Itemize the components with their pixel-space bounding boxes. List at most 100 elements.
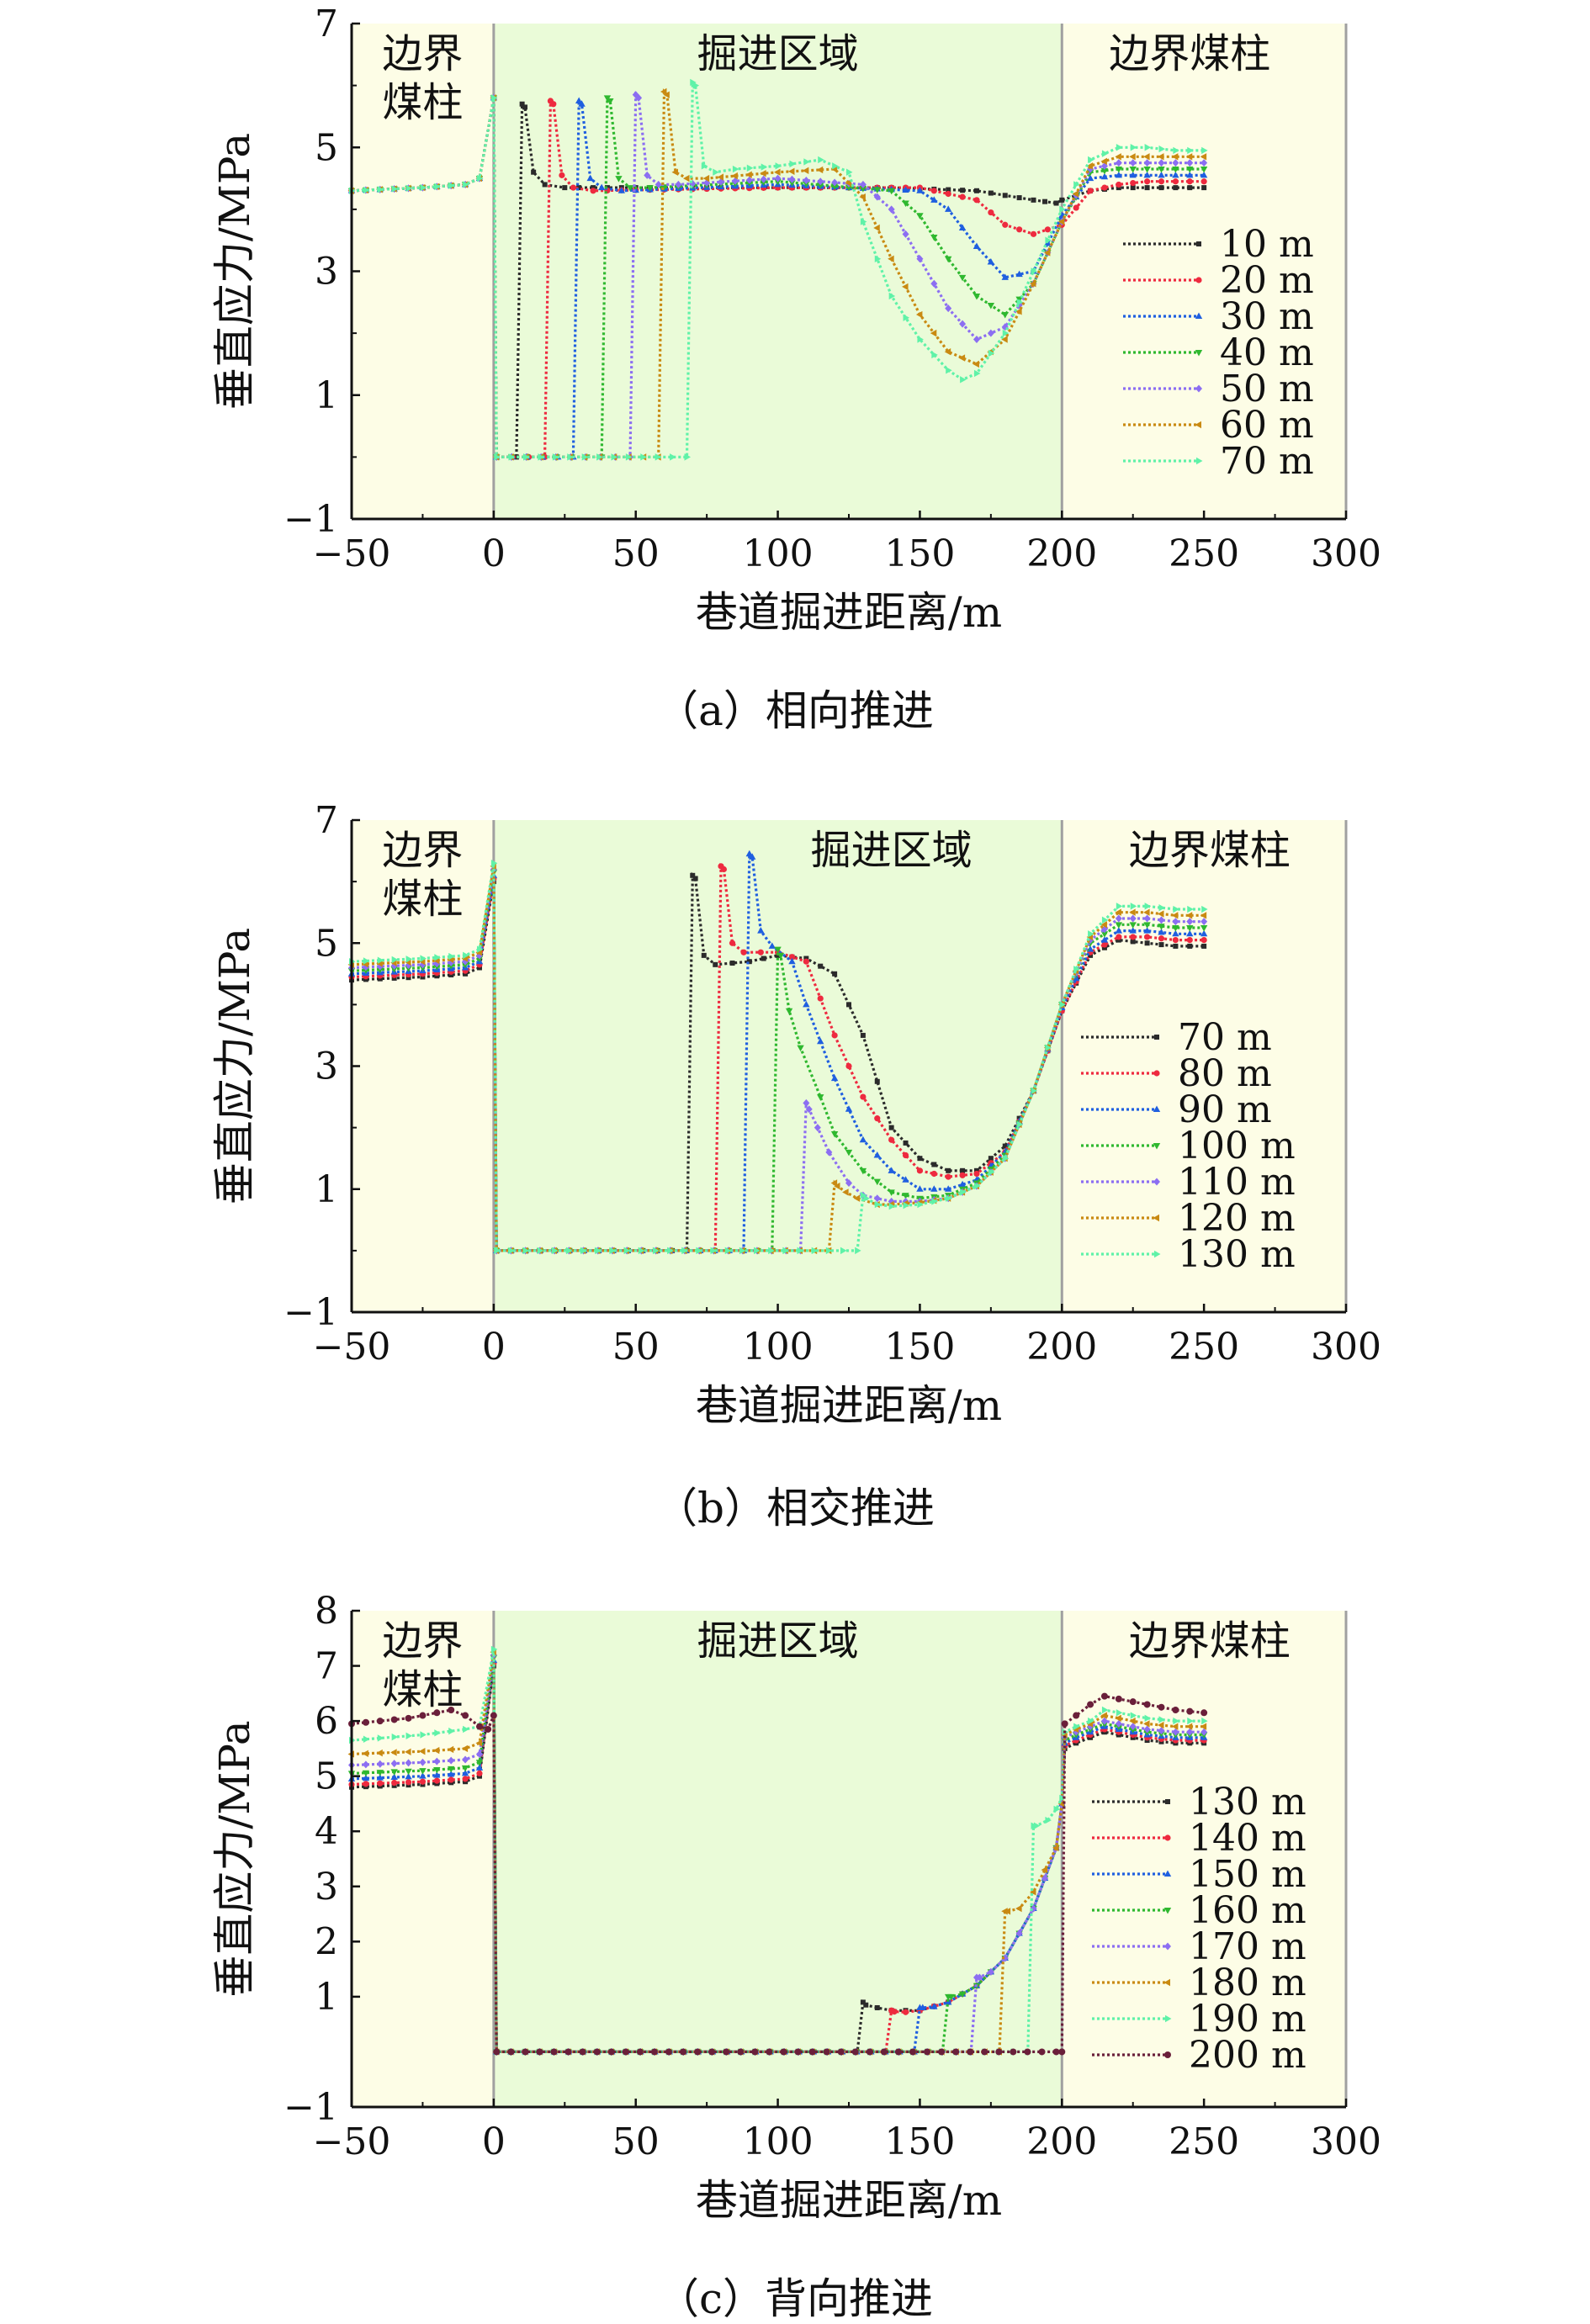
data-point [760, 175, 767, 183]
legend-swatch-marker [1163, 1978, 1170, 1987]
data-point [1073, 1712, 1080, 1719]
data-point [461, 1765, 469, 1772]
data-point [803, 956, 809, 961]
data-point [803, 1098, 810, 1107]
data-point [1143, 171, 1151, 178]
data-point [578, 100, 586, 107]
y-tick-label: 5 [315, 922, 338, 965]
data-point [842, 1188, 849, 1196]
legend-swatch-marker [1153, 1105, 1161, 1112]
data-point [1200, 171, 1208, 178]
data-point [696, 1247, 702, 1255]
series-60m [347, 87, 1207, 461]
data-point [405, 1772, 412, 1780]
data-point [1129, 927, 1137, 934]
data-point [1144, 1714, 1152, 1723]
data-point [930, 1170, 937, 1178]
data-point [652, 1247, 660, 1255]
data-point [988, 1156, 994, 1162]
data-point [432, 1746, 440, 1755]
data-point [362, 1760, 369, 1769]
data-point [1172, 1728, 1179, 1736]
data-point [776, 952, 785, 960]
data-point [462, 1776, 469, 1782]
data-point [746, 164, 754, 172]
data-point [702, 174, 710, 183]
data-point [1042, 199, 1048, 204]
data-point [1158, 916, 1165, 924]
data-point [475, 1750, 483, 1758]
data-point [363, 1735, 370, 1743]
data-point [859, 1136, 867, 1143]
data-point [859, 193, 866, 201]
data-point [476, 965, 482, 971]
data-point [405, 1768, 412, 1776]
data-point [448, 972, 454, 978]
series-line [351, 1694, 1205, 2053]
legend-label: 150 m [1189, 1853, 1306, 1896]
data-point [1116, 1709, 1123, 1717]
data-point [1200, 924, 1208, 932]
data-point [377, 956, 384, 964]
data-point [1115, 153, 1121, 161]
legend-entry: 160 m [1092, 1889, 1306, 1932]
data-point [1200, 1728, 1208, 1736]
data-point [1201, 943, 1207, 949]
data-point [833, 1182, 840, 1190]
data-point [1059, 1794, 1066, 1803]
data-point [579, 2048, 586, 2056]
data-point [1201, 146, 1208, 155]
data-point [376, 1718, 384, 1725]
data-point [1143, 914, 1151, 923]
data-point [1010, 2048, 1017, 2056]
data-point [1073, 181, 1080, 188]
data-point [916, 213, 924, 220]
data-point [362, 1770, 370, 1777]
data-point [650, 2048, 658, 2056]
series-70m [349, 78, 1208, 461]
data-point [1187, 1717, 1194, 1725]
data-point [623, 1247, 631, 1255]
data-point [681, 1247, 688, 1255]
data-point [740, 949, 747, 956]
series-line [351, 87, 1205, 459]
data-point [713, 961, 718, 967]
data-point [731, 177, 739, 185]
data-point [1172, 178, 1179, 185]
data-point [973, 1182, 981, 1190]
data-point [376, 1749, 383, 1757]
data-point [1030, 230, 1037, 237]
data-point [909, 2048, 916, 2056]
data-point [1129, 153, 1136, 161]
data-point [1129, 167, 1137, 173]
data-point [1158, 904, 1165, 912]
x-tick-label: 0 [482, 2120, 506, 2163]
series-line [351, 850, 1205, 1252]
data-point [917, 1156, 923, 1162]
data-point [802, 167, 809, 175]
data-point [1100, 931, 1109, 938]
y-tick-label: 5 [315, 126, 338, 169]
data-point [1201, 185, 1207, 191]
data-point [916, 1185, 924, 1192]
data-point [1186, 936, 1193, 944]
data-point [667, 1247, 674, 1255]
data-point [591, 185, 596, 191]
data-point [1158, 185, 1164, 191]
data-point [880, 2048, 888, 2056]
data-point [888, 1136, 895, 1143]
data-point [845, 1178, 852, 1187]
data-point [745, 171, 752, 178]
legend-entry: 100 m [1081, 1125, 1296, 1167]
data-point [1058, 2048, 1066, 2056]
data-point [946, 1167, 951, 1173]
data-point [874, 255, 882, 262]
region-label-right: 边界煤柱 [1109, 30, 1270, 77]
data-point [723, 2048, 730, 2056]
data-point [958, 1180, 967, 1188]
data-point [1143, 153, 1150, 161]
legend-swatch-marker [1195, 350, 1203, 357]
data-point [1158, 171, 1165, 178]
data-point [739, 1247, 746, 1255]
